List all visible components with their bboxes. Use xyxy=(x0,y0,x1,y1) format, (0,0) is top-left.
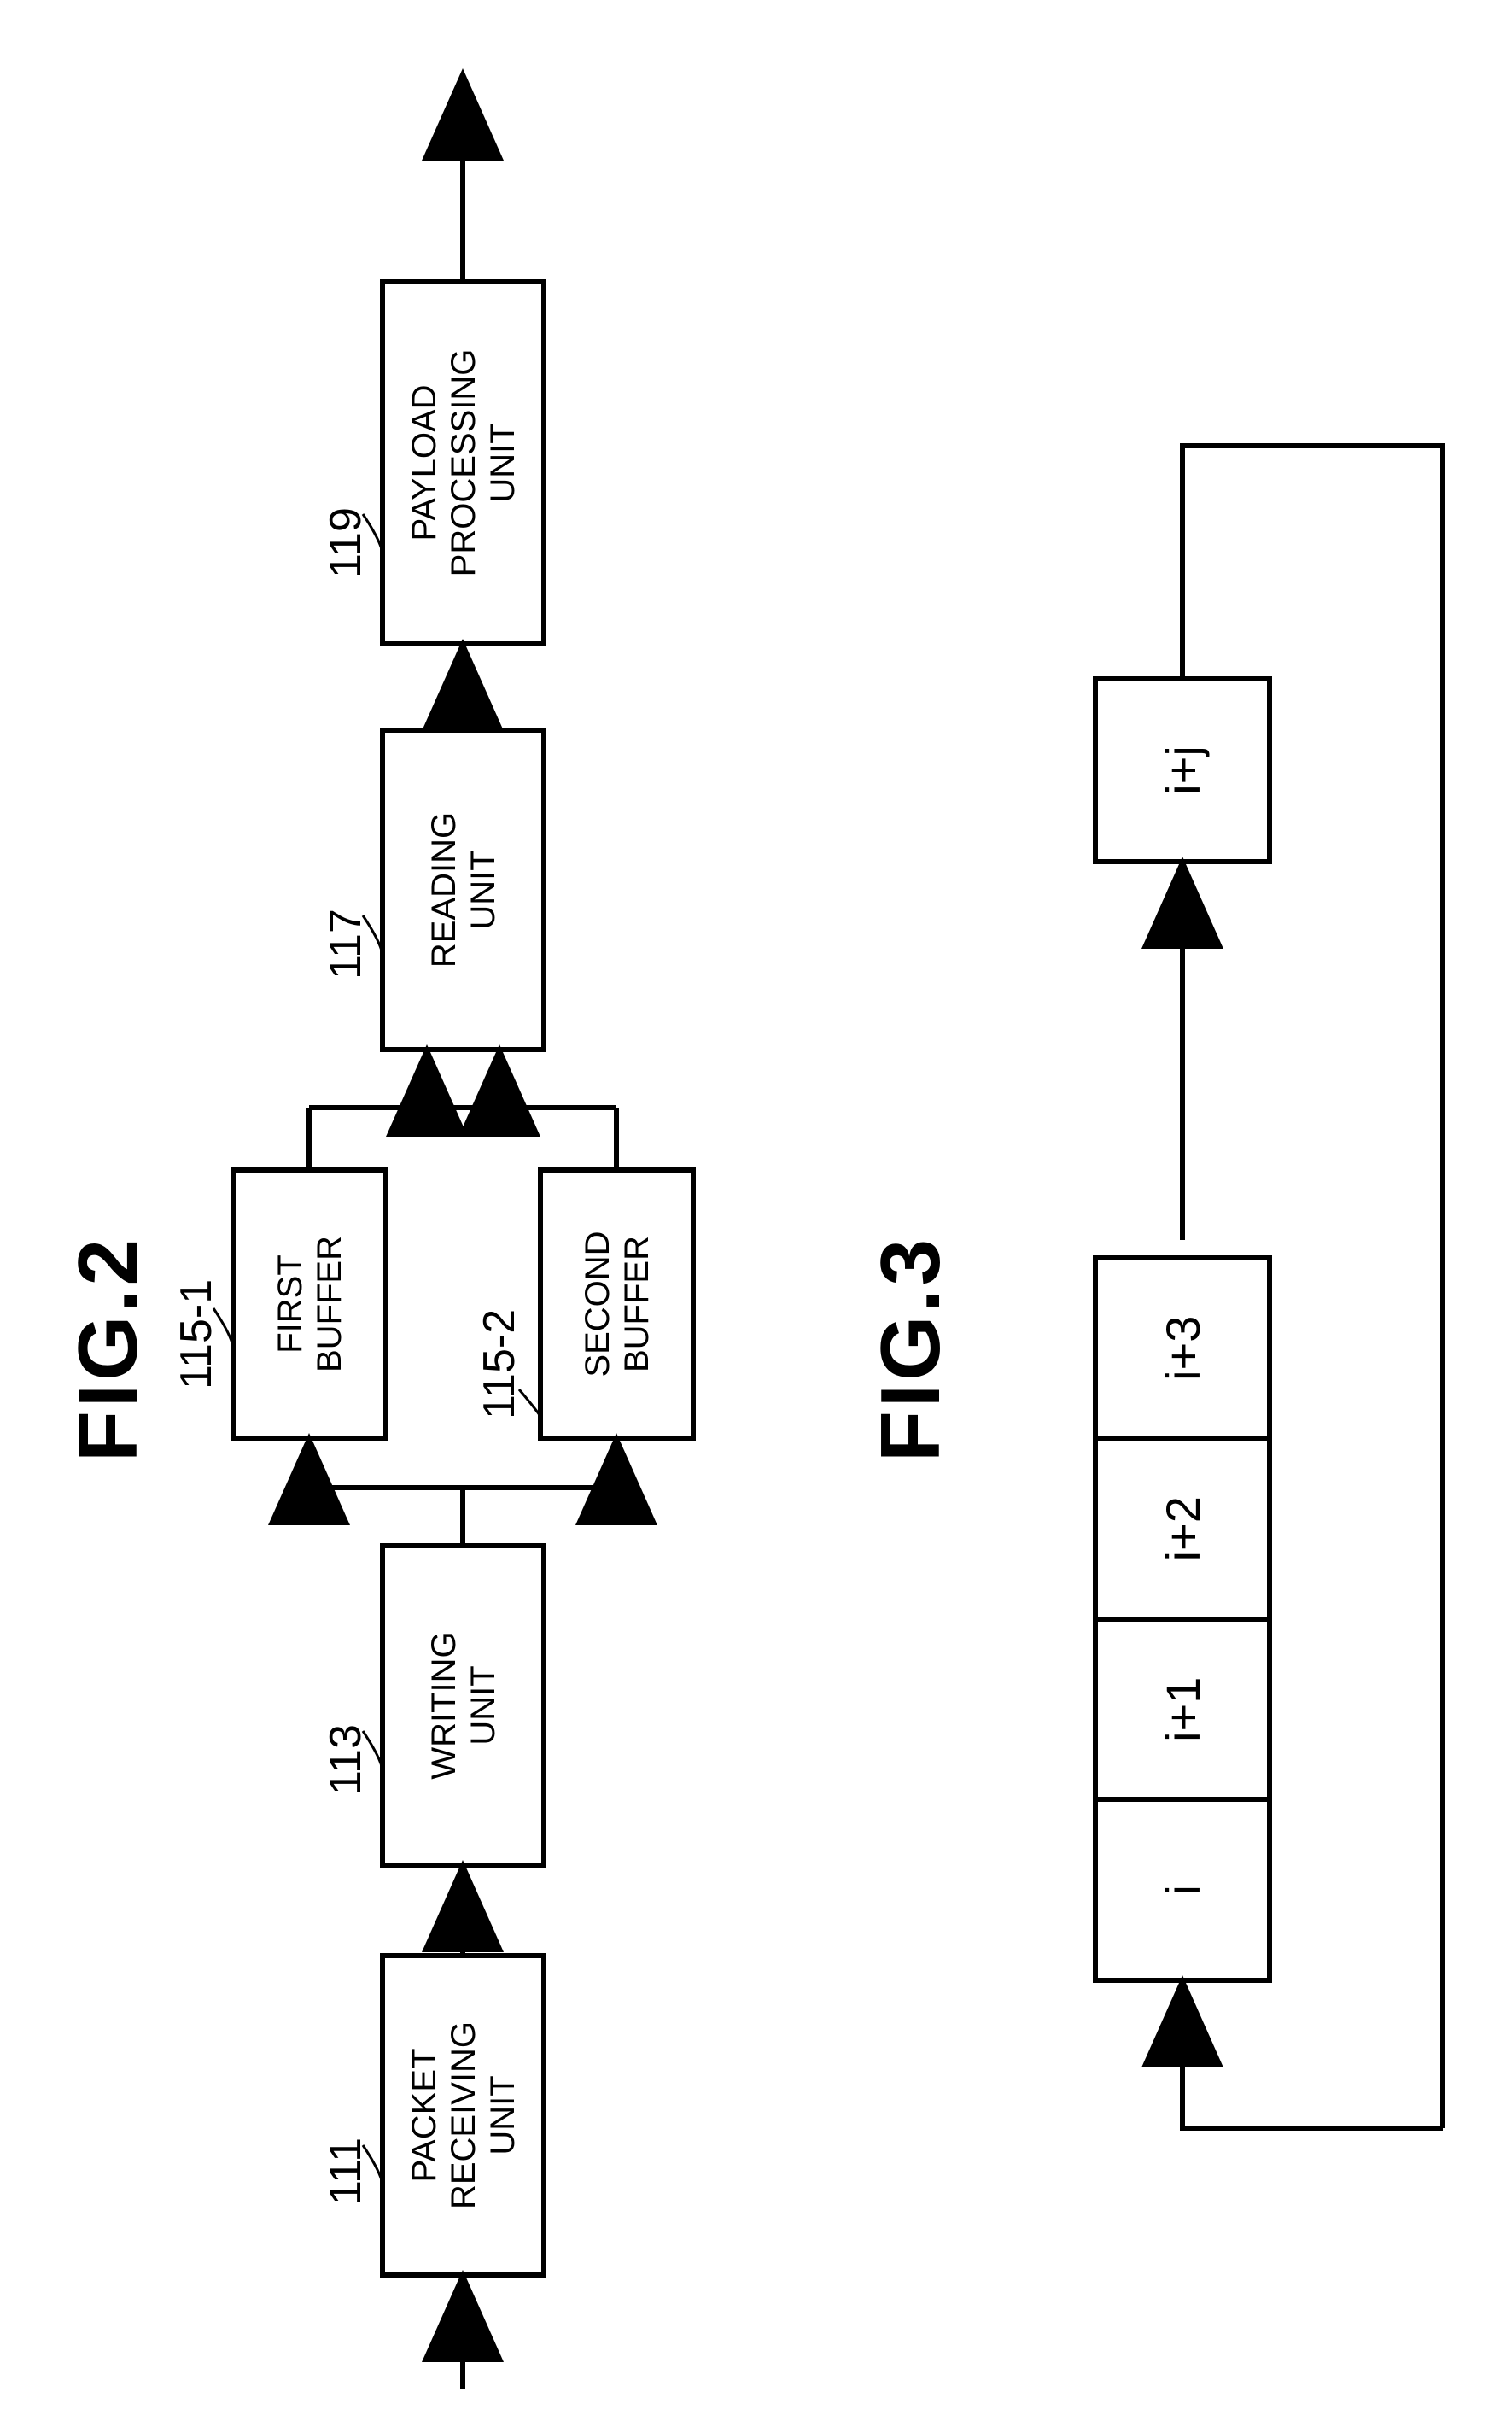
page: FIG.2 PACKETRECEIVINGUNIT WRITINGUNIT FI… xyxy=(0,0,1512,2427)
rotated-canvas: FIG.2 PACKETRECEIVINGUNIT WRITINGUNIT FI… xyxy=(0,0,1512,2427)
fig3-connectors xyxy=(0,0,1512,2427)
